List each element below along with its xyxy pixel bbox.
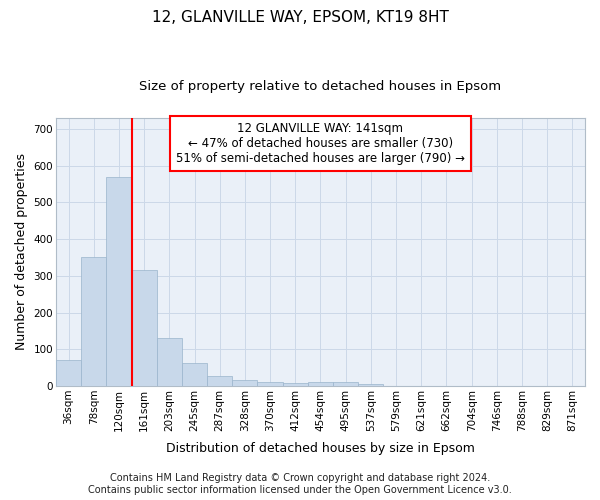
Text: Contains HM Land Registry data © Crown copyright and database right 2024.
Contai: Contains HM Land Registry data © Crown c… [88,474,512,495]
Bar [131,270,157,386]
Text: 12, GLANVILLE WAY, EPSOM, KT19 8HT: 12, GLANVILLE WAY, EPSOM, KT19 8HT [152,10,448,25]
Bar [207,376,232,386]
Bar [157,338,182,386]
Bar [333,382,358,386]
Bar [106,176,131,386]
Bar [308,382,333,386]
Bar [182,363,207,386]
Bar [358,384,383,386]
Title: Size of property relative to detached houses in Epsom: Size of property relative to detached ho… [139,80,502,93]
Bar [283,384,308,386]
X-axis label: Distribution of detached houses by size in Epsom: Distribution of detached houses by size … [166,442,475,455]
Bar [56,360,81,386]
Bar [81,258,106,386]
Bar [232,380,257,386]
Y-axis label: Number of detached properties: Number of detached properties [15,154,28,350]
Text: 12 GLANVILLE WAY: 141sqm
← 47% of detached houses are smaller (730)
51% of semi-: 12 GLANVILLE WAY: 141sqm ← 47% of detach… [176,122,465,165]
Bar [257,382,283,386]
